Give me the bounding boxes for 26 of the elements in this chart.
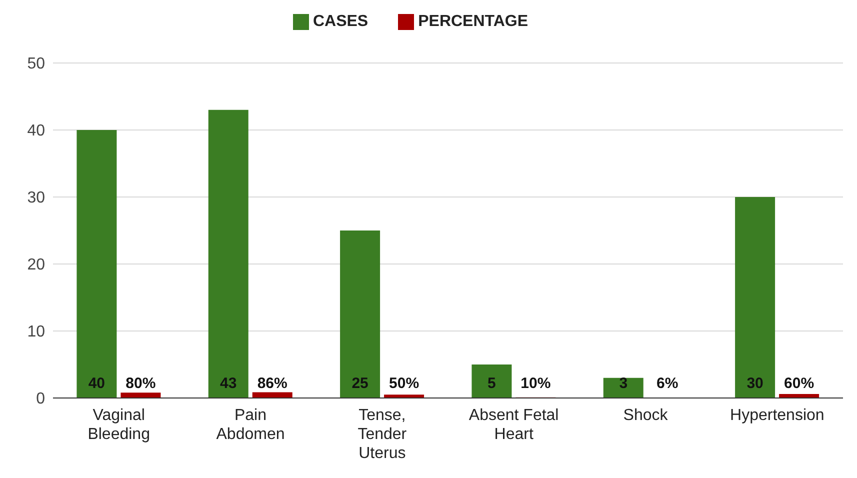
data-label: 25	[352, 375, 368, 392]
x-tick-label: Hypertension	[730, 407, 824, 424]
data-label: 3	[619, 375, 628, 392]
legend-label: PERCENTAGE	[418, 13, 528, 30]
x-tick-label: Tense, Tender Uterus	[358, 407, 408, 462]
y-tick-label: 10	[27, 324, 46, 341]
x-tick-label: Shock	[623, 407, 669, 424]
data-label: 50%	[389, 375, 420, 392]
data-label: 10%	[520, 375, 551, 392]
legend-label: CASES	[312, 13, 368, 30]
y-tick-label: 30	[27, 190, 46, 207]
y-tick-label: 0	[36, 390, 46, 408]
x-tick-label: Pain Abdomen	[216, 407, 285, 443]
data-label: 60%	[784, 375, 814, 392]
y-tick-label: 40	[27, 122, 46, 140]
data-label: 80%	[126, 375, 156, 392]
data-label: 6%	[656, 375, 678, 392]
x-tick-label: Vaginal Bleeding	[88, 407, 150, 443]
data-label: 5	[488, 375, 496, 392]
data-label: 40	[88, 375, 106, 392]
y-tick-label: 50	[27, 56, 46, 73]
data-label: 43	[220, 375, 237, 392]
y-tick-label: 20	[27, 256, 46, 274]
data-label: 86%	[257, 375, 288, 392]
x-tick-label: Absent Fetal Heart	[468, 407, 559, 443]
data-label: 30	[746, 375, 764, 392]
